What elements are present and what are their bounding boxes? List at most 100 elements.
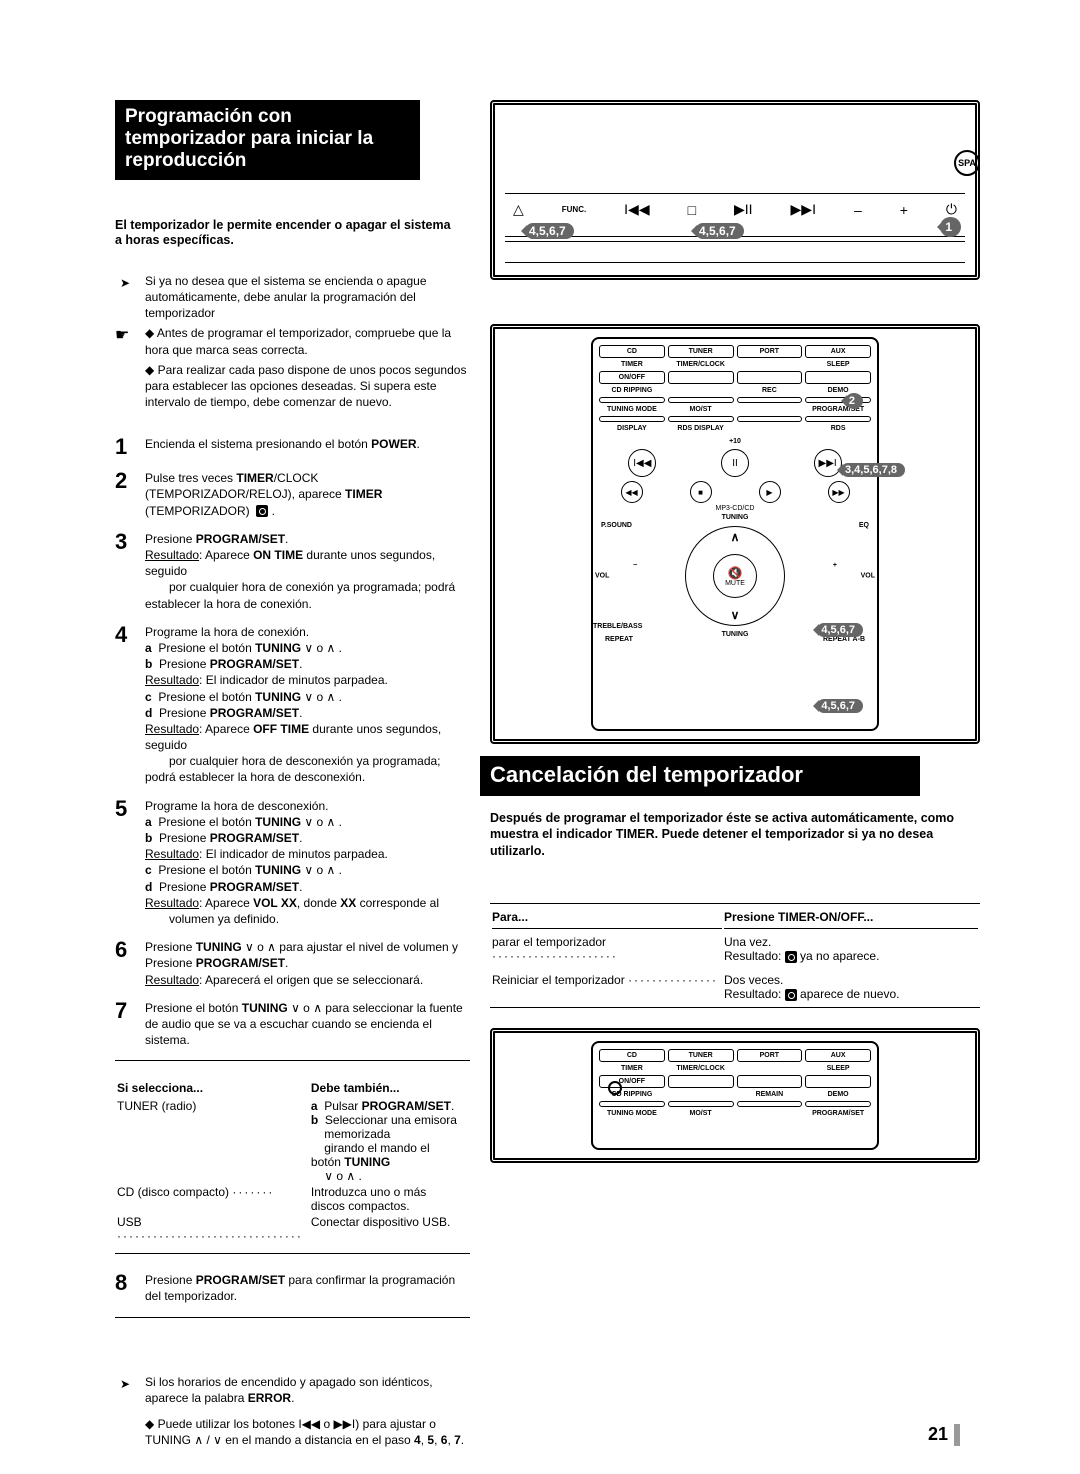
lbl: DEMO [805,387,871,394]
note-1-text: Si ya no desea que el sistema se enciend… [145,273,470,322]
note-3-text: ◆ Para realizar cada paso dispone de uno… [145,362,470,411]
btn [737,397,803,403]
chevron-down-icon: ∨ [731,608,740,622]
step-8: 8Presione PROGRAM/SET para confirmar la … [115,1272,470,1304]
bottom-notes: ➤Si los horarios de encendido y apagado … [115,1374,470,1449]
lbl: TUNING MODE [599,406,665,413]
td: Una vez.Resultado: ya no aparece. [724,931,978,967]
remote-diagram-small: CD TUNER PORT AUX TIMER TIMER/CLOCK SLEE… [490,1028,980,1163]
lbl-vol: VOL [861,573,875,580]
btn [668,371,734,384]
step-body: Presione el botón TUNING ∨ o ∧ para sele… [145,1000,470,1049]
playpause-icon: ▶II [734,201,753,218]
lbl: TIMER [599,361,665,368]
lbl: SLEEP [805,1065,871,1072]
td: TUNER (radio) [117,1099,309,1183]
lbl: PROGRAM/SET [805,1110,871,1117]
th-para: Para... [492,906,722,929]
page-number: 21 [928,1424,960,1446]
td: Dos veces.Resultado: aparece de nuevo. [724,969,978,1005]
left-column: Programación con temporizador para inici… [115,100,470,1458]
step-num: 8 [115,1272,133,1304]
note-arrow-icon: ➤ [115,273,135,291]
lbl-repeat-ab: REPEAT A-B [823,636,865,643]
btn-rew: ◀◀ [621,481,643,503]
btn-port: PORT [737,345,803,358]
note-3: ◆ Para realizar cada paso dispone de uno… [115,362,470,411]
step-4: 4Programe la hora de conexión.a Presione… [115,624,470,786]
lbl: TIMER/CLOCK [668,361,734,368]
btn [599,397,665,403]
callout-4567: 4,5,6,7 [695,223,744,239]
step-num: 2 [115,470,133,519]
page-title: Programación con temporizador para inici… [115,100,420,180]
lbl: CD RIPPING [599,387,665,394]
step-7: 7Presione el botón TUNING ∨ o ∧ para sel… [115,1000,470,1049]
note-2: ☛ ◆ Antes de programar el temporizador, … [115,325,470,357]
func-label: FUNC. [562,205,586,214]
btn [668,1075,734,1088]
td: parar el temporizador ··················… [492,931,722,967]
dpad: 🔇MUTE TUNING TUNING VOL VOL P.SOUND EQ T… [599,516,871,636]
callout-2: 2 [845,393,863,409]
th-si: Si selecciona... [117,1081,309,1097]
btn [737,371,803,384]
step-num: 6 [115,939,133,988]
cancel-title: Cancelación del temporizador [480,756,920,796]
btn-tuner: TUNER [668,345,734,358]
remote-grid: CD TUNER PORT AUX TIMER TIMER/CLOCK SLEE… [599,345,871,432]
td: a Pulsar PROGRAM/SET.b Seleccionar una e… [311,1099,468,1183]
step-body: Programe la hora de desconexión.a Presio… [145,798,470,928]
bnote-1: Si los horarios de encendido y apagado s… [145,1374,470,1406]
callout-4567: 4,5,6,7 [525,223,574,239]
btn-prev: I◀◀ [628,449,656,477]
lbl: SLEEP [805,361,871,368]
lbl-repeat: REPEAT [605,636,633,643]
plus-icon: + [900,202,908,218]
bnote-2: ◆ Puede utilizar los botones I◀◀ o ▶▶I) … [145,1416,470,1448]
btn [668,416,734,422]
separator [115,1317,470,1318]
td: Introduzca uno o más discos compactos. [311,1185,468,1213]
btn-play: ▶ [759,481,781,503]
chevron-up-icon: ∧ [731,530,740,544]
cancel-intro: Después de programar el temporizador ést… [490,810,980,859]
lbl-mp3cd: MP3-CD/CD [599,505,871,512]
lbl: PROGRAM/SET [805,406,871,413]
step-num: 4 [115,624,133,786]
minus-icon: − [633,562,637,569]
btn [805,1075,871,1088]
stop-icon: □ [688,202,696,218]
th-debe: Debe también... [311,1081,468,1097]
lbl: RDS DISPLAY [668,425,734,432]
td: Conectar dispositivo USB. [311,1215,468,1243]
btn-aux: AUX [805,345,871,358]
circle-indicator-icon [608,1081,622,1095]
lbl-treble: TREBLE/BASS [593,623,642,630]
hand-icon: ☛ [115,325,135,347]
btn-mute: 🔇MUTE [713,554,757,598]
btn [805,371,871,384]
btn [805,416,871,422]
separator [115,1060,470,1061]
btn-cd: CD [599,1049,665,1062]
step-2: 2Pulse tres veces TIMER/CLOCK (TEMPORIZA… [115,470,470,519]
btn [599,416,665,422]
td: CD (disco compacto) ······· [117,1185,309,1213]
btn [737,416,803,422]
step-1: 1Encienda el sistema presionando el botó… [115,436,470,458]
step-6: 6Presione TUNING ∨ o ∧ para ajustar el n… [115,939,470,988]
lbl-tuning: TUNING [722,514,749,521]
btn [668,1101,734,1107]
main-unit-diagram: △ FUNC. I◀◀ □ ▶II ▶▶I – + ⏻ 4,5,6,7 4,5,… [490,100,980,280]
btn [737,1101,803,1107]
btn-pause: II [721,449,749,477]
separator [115,1253,470,1254]
callout-4567: 4,5,6,7 [817,699,863,713]
th-presione: Presione TIMER-ON/OFF... [724,906,978,929]
si-selecciona-table: Si selecciona...Debe también... TUNER (r… [115,1079,470,1245]
lbl-tuning: TUNING [722,631,749,638]
step-body: Presione PROGRAM/SET.Resultado: Aparece … [145,531,470,612]
step-body: Pulse tres veces TIMER/CLOCK (TEMPORIZAD… [145,470,470,519]
lbl-eq: EQ [859,522,869,529]
